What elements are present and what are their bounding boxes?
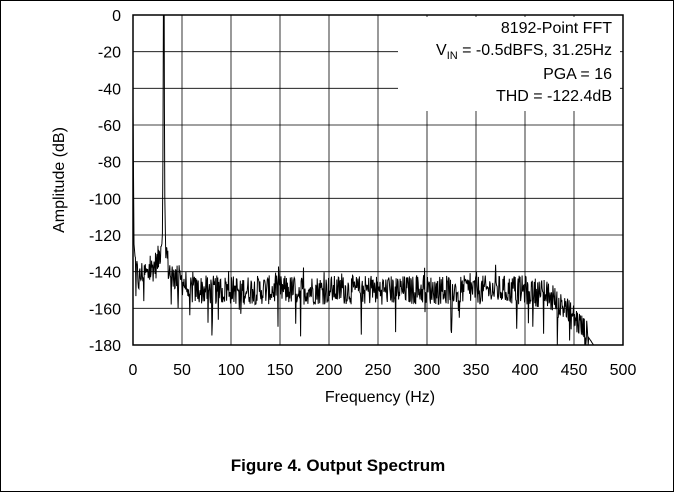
x-tick-label: 500 [610,362,637,379]
x-tick-label: 50 [173,362,191,379]
x-tick-label: 0 [129,362,138,379]
annotation-thd: THD = -122.4dB [496,88,612,105]
x-tick-label: 450 [561,362,588,379]
y-tick-label: -100 [89,191,121,208]
x-tick-labels: 0 50 100 150 200 250 300 350 400 450 500 [129,362,637,379]
annotation-box [398,17,620,111]
spectrum-line [132,15,596,346]
annotation-fft-points: 8192-Point FFT [501,20,612,37]
y-tick-label: -20 [98,45,121,62]
annotation-pga: PGA = 16 [543,66,612,83]
x-tick-label: 350 [463,362,490,379]
y-tick-label: -140 [89,265,121,282]
x-tick-label: 250 [365,362,392,379]
figure-caption: Figure 4. Output Spectrum [230,456,446,475]
x-tick-label: 300 [414,362,441,379]
y-tick-label: -160 [89,301,121,318]
x-axis-label: Frequency (Hz) [325,389,435,406]
y-tick-labels: 0 -20 -40 -60 -80 -100 -120 -140 -160 -180 [89,8,121,355]
y-axis-label: Amplitude (dB) [51,127,68,233]
y-tick-label: 0 [112,8,121,25]
y-tick-label: -60 [98,118,121,135]
annotation-input: VIN = -0.5dBFS, 31.25Hz [436,42,612,62]
plot-border [132,14,624,346]
x-tick-label: 100 [218,362,245,379]
x-tick-label: 400 [512,362,539,379]
x-tick-label: 150 [267,362,294,379]
x-tick-label: 200 [316,362,343,379]
y-tick-label: -80 [98,155,121,172]
output-spectrum-chart: 0 -20 -40 -60 -80 -100 -120 -140 -160 -180 0 50 100… [51,8,637,406]
y-tick-label: -40 [98,81,121,98]
y-tick-label: -120 [89,228,121,245]
y-tick-label: -180 [89,338,121,355]
